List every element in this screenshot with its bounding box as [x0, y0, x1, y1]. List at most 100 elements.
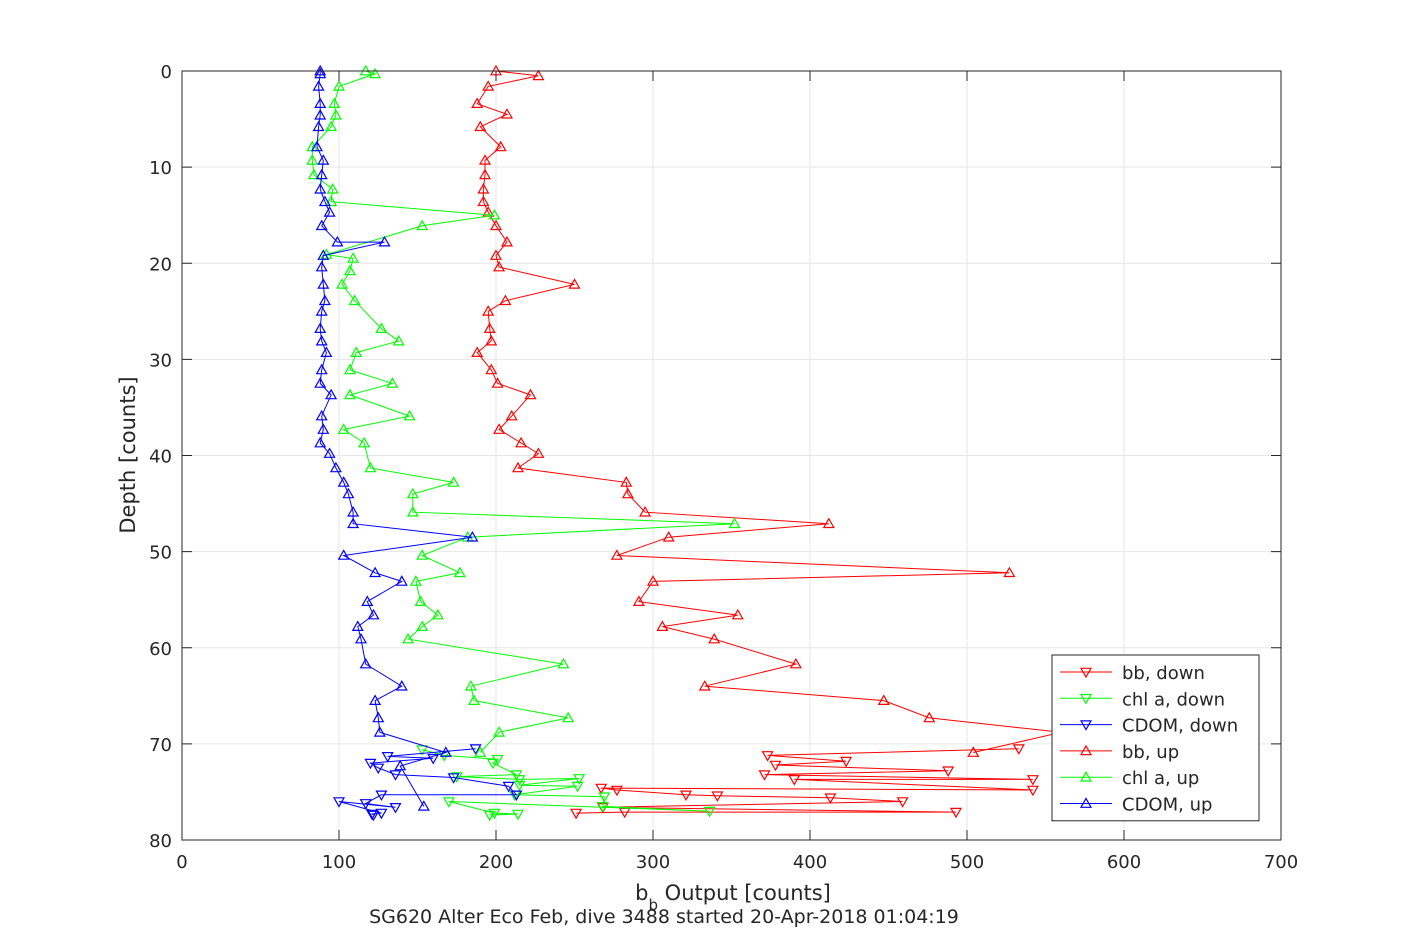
data-point-chl-a-up — [369, 67, 382, 79]
data-point-cdom-up — [369, 566, 382, 578]
data-point-cdom-up — [323, 447, 336, 458]
data-point-bb-up — [532, 69, 545, 81]
data-point-bb-up — [485, 363, 498, 375]
data-point-chl-a-up — [325, 120, 338, 132]
legend-marker — [1079, 797, 1093, 808]
data-point-cdom-up — [315, 305, 328, 316]
data-point-bb-up — [662, 530, 675, 542]
data-point-chl-a-up — [464, 679, 477, 691]
data-point-bb-up — [474, 120, 487, 132]
data-point-chl-a-up — [402, 632, 415, 644]
data-point-cdom-up — [314, 436, 327, 448]
data-point-chl-a-up — [364, 461, 377, 473]
y-tick-label: 30 — [149, 350, 172, 371]
data-point-cdom-down — [510, 790, 523, 802]
data-point-chl-a-up — [392, 334, 405, 346]
data-point-bb-up — [511, 461, 525, 473]
data-point-cdom-up — [395, 575, 408, 586]
data-point-chl-a-down — [703, 806, 716, 818]
data-point-cdom-up — [359, 657, 372, 669]
data-point-bb-up — [698, 679, 711, 691]
data-point-cdom-up — [320, 346, 333, 357]
x-axis-label-sub: b — [648, 896, 658, 914]
data-point-chl-a-up — [343, 363, 357, 375]
data-point-chl-a-up — [332, 80, 346, 91]
data-point-chl-a-up — [431, 608, 444, 620]
data-point-cdom-down — [332, 797, 346, 808]
data-point-chl-a-up — [406, 487, 419, 499]
data-point-bb-up — [515, 436, 528, 448]
data-point-chl-a-up — [343, 264, 357, 276]
data-point-bb-up — [610, 549, 623, 560]
data-point-cdom-up — [317, 154, 330, 165]
data-point-chl-a-down — [513, 775, 526, 786]
data-point-chl-a-up — [326, 182, 339, 194]
data-point-cdom-up — [351, 620, 364, 632]
y-axis-label: Depth [counts] — [116, 376, 140, 533]
data-point-cdom-down — [372, 763, 385, 775]
data-point-bb-down — [570, 808, 583, 820]
data-point-cdom-up — [314, 64, 327, 76]
data-point-bb-up — [505, 409, 518, 421]
data-point-chl-a-up — [557, 657, 570, 669]
data-point-bb-down — [595, 783, 608, 795]
data-point-cdom-up — [315, 334, 328, 346]
data-point-bb-down — [949, 807, 963, 819]
legend-label: chl a, up — [1122, 768, 1199, 789]
data-point-chl-a-up — [728, 517, 741, 529]
data-point-chl-a-up — [416, 549, 429, 560]
data-point-chl-a-up — [447, 476, 460, 487]
data-point-cdom-up — [323, 206, 336, 217]
data-point-bb-up — [632, 595, 645, 607]
data-point-cdom-up — [395, 679, 408, 691]
data-point-bb-down — [824, 793, 837, 804]
data-point-bb-up — [477, 182, 490, 194]
data-point-chl-a-up — [493, 726, 506, 737]
data-point-bb-up — [620, 476, 633, 487]
data-point-chl-a-up — [386, 377, 399, 388]
y-tick-label: 60 — [149, 639, 172, 660]
y-tick-label: 70 — [149, 735, 172, 756]
data-point-bb-up — [478, 154, 492, 165]
x-axis-label-rest: Output [counts] — [658, 881, 831, 905]
data-point-cdom-up — [325, 388, 338, 400]
data-point-bb-up — [568, 278, 581, 289]
data-point-cdom-up — [369, 694, 382, 706]
data-point-cdom-up — [417, 800, 430, 811]
data-point-chl-a-up — [336, 278, 349, 289]
data-point-cdom-up — [347, 517, 360, 529]
data-point-cdom-up — [342, 487, 355, 499]
data-point-cdom-up — [361, 595, 374, 607]
data-point-cdom-up — [318, 195, 331, 207]
data-point-bb-down — [942, 766, 955, 778]
x-tick-label: 200 — [479, 852, 513, 873]
data-point-chl-a-up — [325, 195, 338, 207]
data-point-bb-up — [471, 97, 484, 109]
data-point-cdom-up — [373, 726, 386, 737]
data-point-bb-down — [896, 797, 909, 808]
data-point-bb-up — [482, 305, 495, 316]
data-point-bb-up — [656, 620, 669, 632]
data-point-chl-a-up — [416, 620, 429, 632]
data-point-bb-down — [769, 760, 782, 772]
data-point-bb-down — [758, 770, 771, 781]
data-point-cdom-up — [314, 97, 327, 109]
legend-marker — [1079, 693, 1093, 705]
y-tick-label: 10 — [149, 158, 172, 179]
data-point-chl-a-down — [571, 781, 584, 793]
data-point-chl-a-up — [409, 575, 422, 586]
data-point-cdom-up — [312, 80, 325, 91]
data-point-chl-a-up — [562, 711, 575, 723]
series-line-chl-a-up — [311, 70, 735, 753]
data-point-cdom-up — [331, 235, 344, 247]
data-point-chl-a-up — [359, 64, 372, 76]
x-tick-label: 500 — [950, 852, 984, 873]
legend-label: chl a, down — [1122, 689, 1225, 710]
data-point-chl-a-down — [488, 808, 501, 820]
data-point-chl-a-up — [414, 595, 427, 607]
data-point-cdom-up — [439, 746, 452, 757]
data-point-chl-a-up — [474, 746, 487, 757]
data-point-bb-up — [471, 346, 484, 357]
data-point-chl-a-down — [573, 774, 586, 785]
